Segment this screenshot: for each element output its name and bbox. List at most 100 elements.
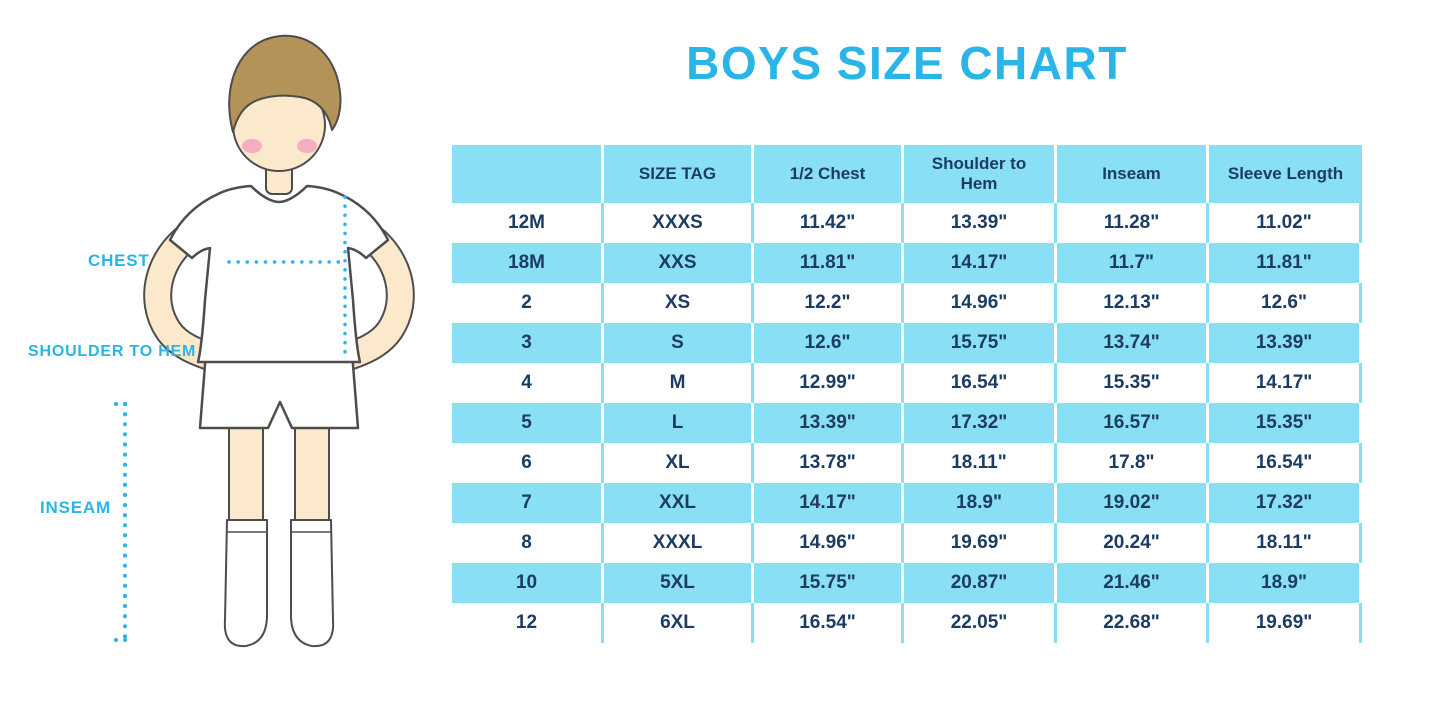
table-row: 6 XL 13.78" 18.11" 17.8" 16.54" — [452, 443, 1362, 483]
chest-label: CHEST — [88, 251, 150, 270]
size-cell: 12 — [452, 603, 604, 643]
value-cell: 12.6" — [1209, 283, 1362, 323]
value-cell: XXS — [604, 243, 754, 283]
value-cell: 19.69" — [904, 523, 1057, 563]
table-row: 7 XXL 14.17" 18.9" 19.02" 17.32" — [452, 483, 1362, 523]
value-cell: 12.6" — [754, 323, 904, 363]
value-cell: 5XL — [604, 563, 754, 603]
value-cell: 15.75" — [754, 563, 904, 603]
value-cell: 13.74" — [1057, 323, 1209, 363]
size-cell: 6 — [452, 443, 604, 483]
table-header-row: SIZE TAG 1/2 Chest Shoulder to Hem Inseam Sl… — [452, 145, 1362, 203]
value-cell: 13.39" — [754, 403, 904, 443]
inseam-measure-line — [114, 402, 136, 642]
value-cell: XXXL — [604, 523, 754, 563]
size-cell: 8 — [452, 523, 604, 563]
column-header: SIZE TAG — [604, 145, 754, 203]
size-cell: 18M — [452, 243, 604, 283]
inseam-label: INSEAM — [40, 498, 111, 517]
value-cell: 15.35" — [1209, 403, 1362, 443]
size-cell: 7 — [452, 483, 604, 523]
legs — [228, 409, 330, 536]
value-cell: XXXS — [604, 203, 754, 243]
size-cell: 12M — [452, 203, 604, 243]
size-table: SIZE TAG 1/2 Chest Shoulder to Hem Inseam Sl… — [452, 145, 1362, 643]
column-header: Inseam — [1057, 145, 1209, 203]
shoulder-to-hem-label: SHOULDER TO HEM — [28, 343, 197, 360]
value-cell: 13.39" — [1209, 323, 1362, 363]
value-cell: 16.54" — [754, 603, 904, 643]
shorts — [198, 350, 360, 430]
column-header: Shoulder to Hem — [904, 145, 1057, 203]
table-row: 18M XXS 11.81" 14.17" 11.7" 11.81" — [452, 243, 1362, 283]
value-cell: 11.28" — [1057, 203, 1209, 243]
arms — [143, 220, 415, 373]
table-row: 12 6XL 16.54" 22.05" 22.68" 19.69" — [452, 603, 1362, 643]
value-cell: 6XL — [604, 603, 754, 643]
value-cell: 11.42" — [754, 203, 904, 243]
size-cell: 5 — [452, 403, 604, 443]
value-cell: 19.69" — [1209, 603, 1362, 643]
value-cell: M — [604, 363, 754, 403]
value-cell: 17.8" — [1057, 443, 1209, 483]
value-cell: L — [604, 403, 754, 443]
boy-figure-illustration — [114, 34, 415, 648]
table-row: 4 M 12.99" 16.54" 15.35" 14.17" — [452, 363, 1362, 403]
value-cell: 13.78" — [754, 443, 904, 483]
value-cell: 20.87" — [904, 563, 1057, 603]
value-cell: 12.99" — [754, 363, 904, 403]
column-header: 1/2 Chest — [754, 145, 904, 203]
table-head: SIZE TAG 1/2 Chest Shoulder to Hem Inseam Sl… — [452, 145, 1362, 203]
table-row: 8 XXXL 14.96" 19.69" 20.24" 18.11" — [452, 523, 1362, 563]
value-cell: XL — [604, 443, 754, 483]
page-title: BOYS SIZE CHART — [686, 37, 1128, 89]
value-cell: 13.39" — [904, 203, 1057, 243]
head — [228, 34, 342, 172]
table-row: 2 XS 12.2" 14.96" 12.13" 12.6" — [452, 283, 1362, 323]
value-cell: 11.81" — [754, 243, 904, 283]
table-row: 3 S 12.6" 15.75" 13.74" 13.39" — [452, 323, 1362, 363]
value-cell: 18.9" — [1209, 563, 1362, 603]
column-header: Sleeve Length — [1209, 145, 1362, 203]
value-cell: S — [604, 323, 754, 363]
size-cell: 2 — [452, 283, 604, 323]
value-cell: 21.46" — [1057, 563, 1209, 603]
value-cell: 18.9" — [904, 483, 1057, 523]
column-header — [452, 145, 604, 203]
value-cell: 18.11" — [1209, 523, 1362, 563]
value-cell: 15.35" — [1057, 363, 1209, 403]
measurement-figure-panel: CHEST SHOULDER TO HEM INSEAM — [0, 0, 450, 723]
value-cell: 19.02" — [1057, 483, 1209, 523]
value-cell: 11.7" — [1057, 243, 1209, 283]
value-cell: 14.17" — [754, 483, 904, 523]
value-cell: 22.05" — [904, 603, 1057, 643]
value-cell: 15.75" — [904, 323, 1057, 363]
value-cell: 14.96" — [754, 523, 904, 563]
value-cell: XS — [604, 283, 754, 323]
table-row: 12M XXXS 11.42" 13.39" 11.28" 11.02" — [452, 203, 1362, 243]
t-shirt — [168, 184, 390, 364]
value-cell: 18.11" — [904, 443, 1057, 483]
value-cell: 16.54" — [904, 363, 1057, 403]
table-row: 10 5XL 15.75" 20.87" 21.46" 18.9" — [452, 563, 1362, 603]
value-cell: XXL — [604, 483, 754, 523]
value-cell: 11.81" — [1209, 243, 1362, 283]
value-cell: 20.24" — [1057, 523, 1209, 563]
value-cell: 16.57" — [1057, 403, 1209, 443]
table-row: 5 L 13.39" 17.32" 16.57" 15.35" — [452, 403, 1362, 443]
size-cell: 4 — [452, 363, 604, 403]
value-cell: 12.13" — [1057, 283, 1209, 323]
value-cell: 14.17" — [1209, 363, 1362, 403]
size-table-wrap: SIZE TAG 1/2 Chest Shoulder to Hem Inseam Sl… — [452, 145, 1362, 643]
value-cell: 11.02" — [1209, 203, 1362, 243]
socks — [223, 519, 335, 648]
value-cell: 14.17" — [904, 243, 1057, 283]
size-cell: 10 — [452, 563, 604, 603]
table-body: 12M XXXS 11.42" 13.39" 11.28" 11.02" 18M XXS 11.… — [452, 203, 1362, 643]
size-cell: 3 — [452, 323, 604, 363]
value-cell: 12.2" — [754, 283, 904, 323]
value-cell: 22.68" — [1057, 603, 1209, 643]
value-cell: 14.96" — [904, 283, 1057, 323]
value-cell: 17.32" — [904, 403, 1057, 443]
